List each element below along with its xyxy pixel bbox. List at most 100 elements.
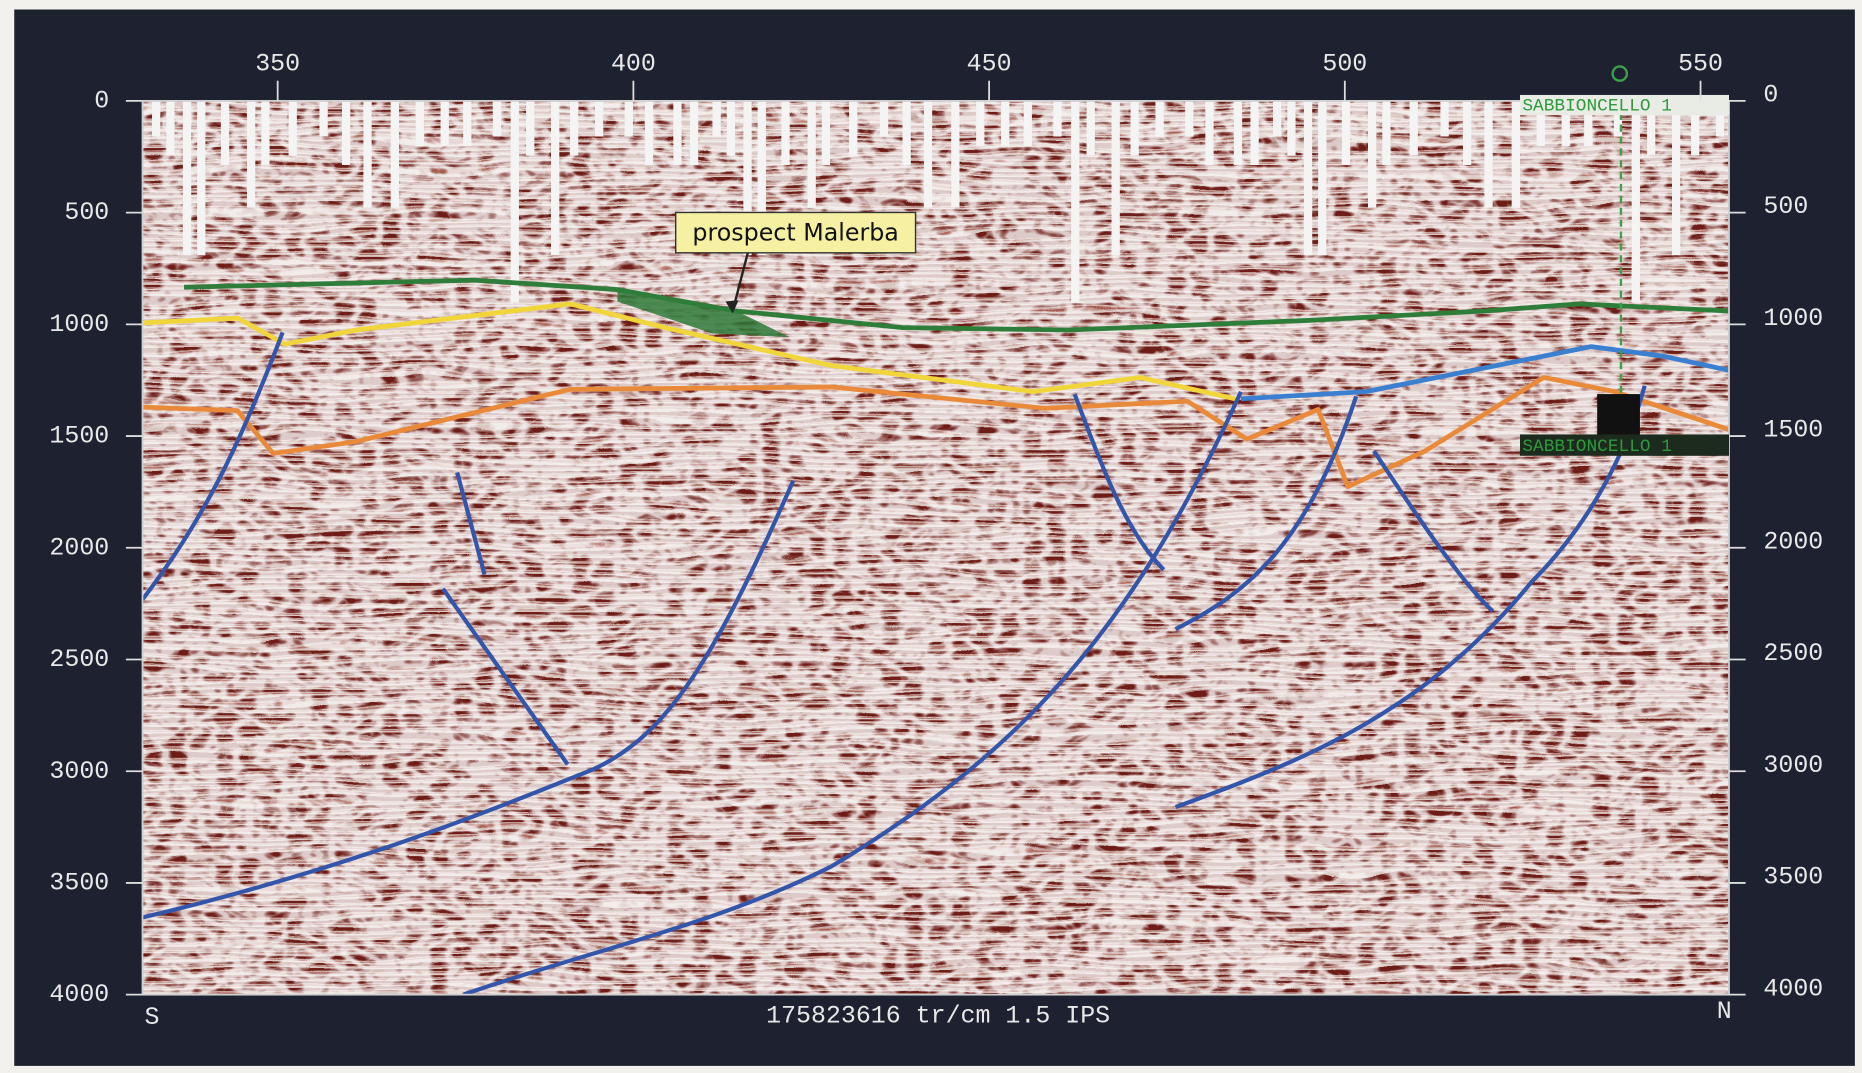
axes: 350 400 450 500 550 0 0 500 500 1000 1000 1500 1500 2… [49,51,1823,1010]
trace-marker [1463,100,1472,165]
trace-marker [1273,100,1282,137]
trace-marker [342,100,351,165]
trace-marker [781,100,790,165]
trace-marker [849,100,858,156]
trace-marker [757,100,766,256]
fault [1174,395,1359,631]
horizon-blue [1240,344,1729,402]
trace-marker [1071,100,1080,303]
fault [441,587,570,766]
seismic-section [142,100,1729,995]
trace-marker [1672,100,1681,256]
trace-marker [1647,100,1656,156]
trace-marker [743,100,752,256]
y-tick-label: 4000 [1763,975,1823,1003]
y-tick-label: 2500 [49,646,109,674]
trace-marker [951,100,960,208]
y-tick-label: 2000 [1763,528,1823,556]
y-tick-label: 1500 [1763,417,1823,445]
trace-marker [712,100,721,137]
right-label: N [1717,998,1732,1026]
fault [142,331,285,601]
horizon-yellow [142,301,1236,402]
well-label-box [1520,434,1729,456]
trace-marker [976,100,985,146]
trace-marker [1053,100,1062,137]
trace-marker [1185,100,1194,137]
trace-marker [594,100,604,137]
trace-marker [288,100,297,156]
trace-marker [1561,100,1570,146]
trace-marker [220,100,230,165]
trace-marker [551,100,560,256]
trace-marker [879,100,889,137]
y-tick-label: 1000 [49,311,109,339]
trace-marker [390,100,399,208]
well-label-box [1520,94,1729,116]
trace-marker [492,100,502,137]
fault [1174,385,1647,810]
callout-box [674,211,917,254]
trace-marker [1536,100,1545,146]
left-label: S [145,1004,160,1032]
trace-marker [1341,100,1351,165]
callout-arrowhead [725,300,739,314]
trace-marker [1155,100,1164,137]
trace-marker [510,100,519,303]
y-tick-label: 1000 [1763,305,1823,333]
trace-marker [1233,100,1243,165]
trace-marker [689,100,699,165]
trace-marker [1303,100,1313,256]
trace-marker [415,100,424,146]
well-label: SABBIONCELLO 1 [1522,437,1672,457]
y-tick-label: 0 [94,87,109,115]
well-label: SABBIONCELLO 1 [1522,96,1672,116]
y-tick-label: 3500 [1763,864,1823,892]
callout-text: prospect Malerba [692,218,898,246]
noise [142,100,1729,995]
y-tick-label: 500 [1763,193,1808,221]
trace-marker [152,100,161,137]
trace-marker [1205,100,1214,165]
trace-marker [1287,100,1296,156]
faults [142,331,1647,995]
trace-marker [1023,100,1032,146]
trace-marker [197,100,206,256]
trace-marker [463,100,472,146]
footer: 175823616 tr/cm 1.5 IPS [766,1003,1110,1031]
prospect-area [617,289,790,338]
fault [1372,449,1495,613]
well-marker [1597,394,1640,437]
y-tick-label: 4000 [49,981,109,1009]
y-tick-label: 2500 [1763,640,1823,668]
x-tick-label: 550 [1678,51,1723,79]
trace-marker [1001,100,1010,146]
trace-marker [1691,100,1700,156]
trace-marker [1382,100,1391,165]
trace-marker [807,100,816,208]
y-tick-label: 3000 [49,758,109,786]
trace-marker [1631,100,1640,303]
trace-marker [1484,100,1493,208]
horizons [142,277,1729,490]
trace-marker [1584,100,1593,146]
trace-marker [726,100,736,156]
trace-marker [261,100,270,165]
trace-marker [1368,100,1377,208]
trace-marker [570,100,579,156]
trace-marker [319,100,328,137]
trace-marker [1130,100,1139,156]
trace-marker [182,100,192,256]
x-tick-label: 500 [1322,51,1367,79]
trace-markers [152,100,1725,303]
trace-marker [1086,100,1095,156]
horizon-orange [142,375,1729,490]
trace-marker [1409,100,1418,156]
fault [462,390,1243,995]
trace-marker [1511,100,1520,208]
trace-marker [1613,100,1623,137]
well-symbol [1611,65,1629,82]
y-tick-label: 3000 [1763,752,1823,780]
